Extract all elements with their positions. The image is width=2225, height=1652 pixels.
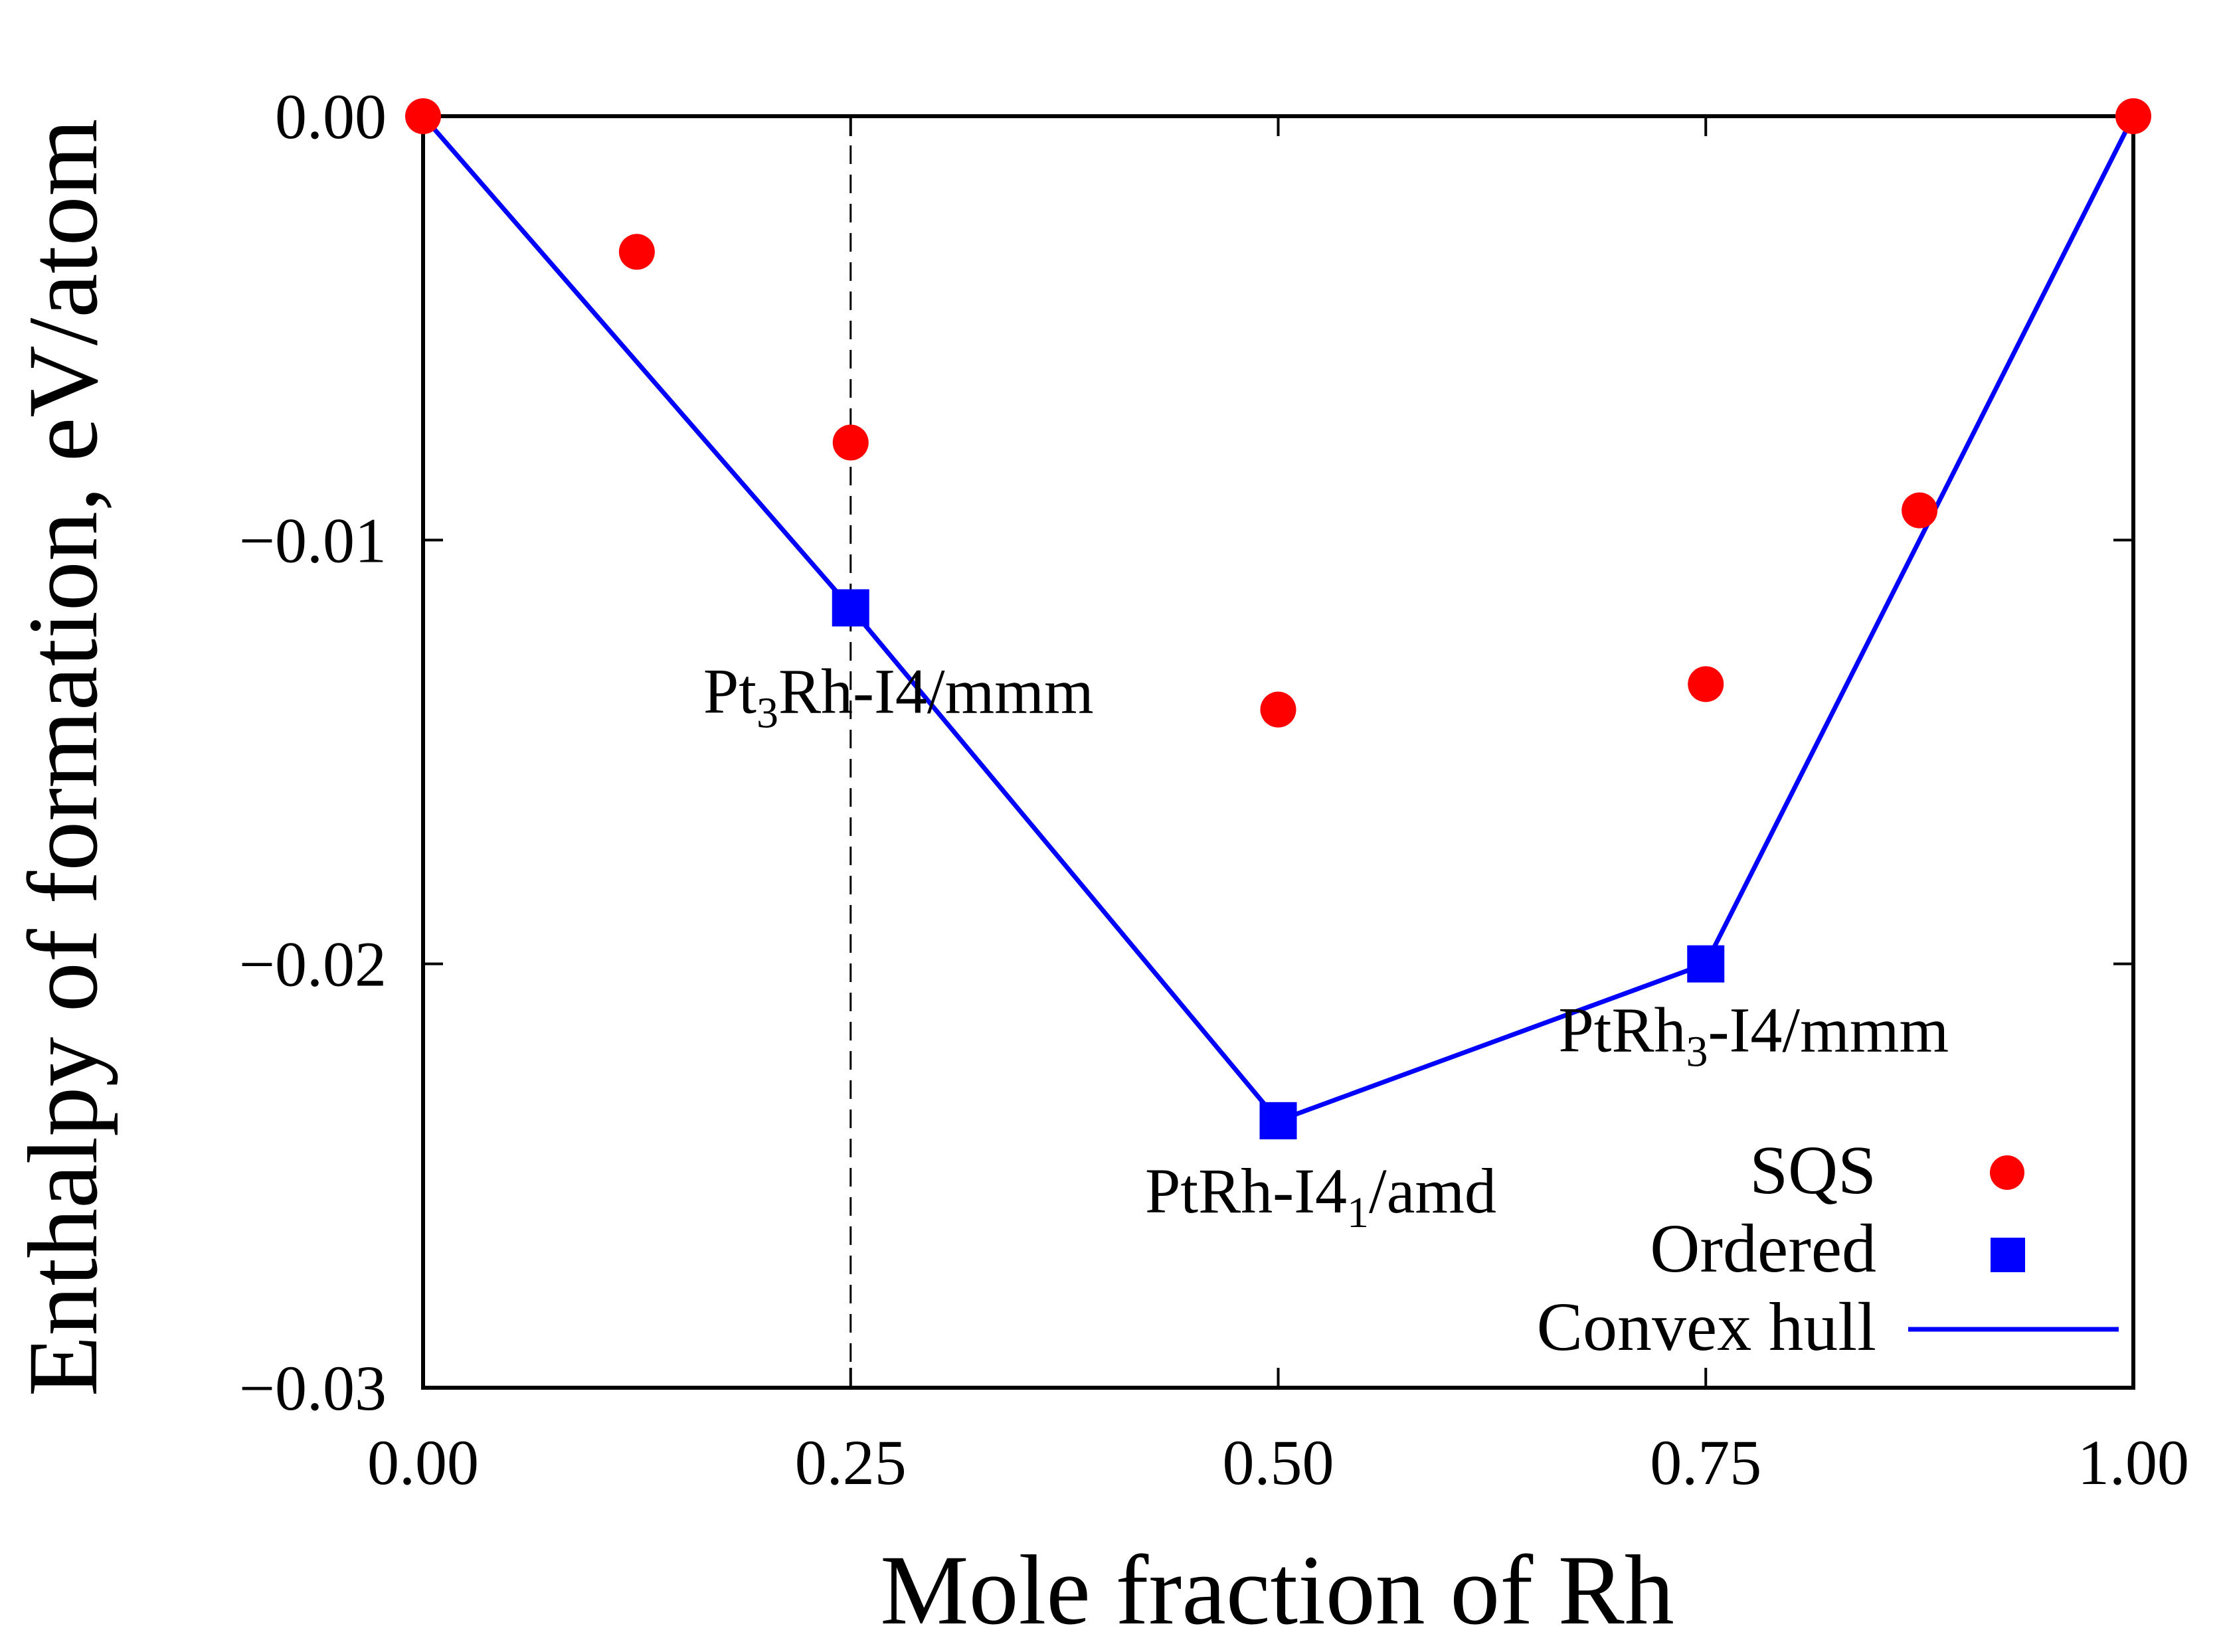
ordered-points [832, 589, 1725, 1139]
y-tick-label: 0.00 [275, 81, 387, 152]
x-tick-labels: 0.00 0.25 0.50 0.75 1.00 [367, 1427, 2189, 1498]
ordered-point [1259, 1102, 1297, 1139]
annotation-rest: -I4/mmm [1708, 995, 1949, 1066]
x-axis-title: Mole fraction of Rh [880, 1535, 1674, 1645]
annotations: Pt3Rh-I4/mmm PtRh3-I4/mmm PtRh-I41/amd [703, 655, 1949, 1236]
sqs-point [832, 424, 869, 461]
ordered-point [1687, 945, 1725, 983]
annotation-main: Pt [703, 655, 756, 726]
sqs-point [1688, 666, 1724, 702]
annotation-pt3rh: Pt3Rh-I4/mmm [703, 655, 1094, 737]
y-tick-label: −0.01 [239, 505, 387, 576]
x-tick-label: 1.00 [2078, 1427, 2189, 1498]
annotation-ptrh3: PtRh3-I4/mmm [1558, 995, 1949, 1076]
y-axis-title: Enthalpy of formation, eV/atom [8, 119, 118, 1397]
annotation-sub: 3 [756, 689, 778, 737]
legend-marker-ordered [1991, 1238, 2025, 1272]
sqs-point [618, 234, 655, 270]
x-tick-label: 0.25 [795, 1427, 907, 1498]
ordered-point [832, 589, 869, 627]
x-tick-label: 0.00 [367, 1427, 479, 1498]
sqs-point [1902, 492, 1938, 529]
y-tick-labels: 0.00 −0.01 −0.02 −0.03 [239, 81, 387, 1424]
legend-label-sqs: SQS [1749, 1132, 1876, 1208]
y-tick-label: −0.03 [239, 1353, 387, 1424]
sqs-points [405, 98, 2151, 728]
x-tick-label: 0.75 [1650, 1427, 1761, 1498]
annotation-sub: 3 [1686, 1028, 1708, 1076]
x-tick-label: 0.50 [1223, 1427, 1334, 1498]
annotation-ptrh: PtRh-I41/amd [1145, 1155, 1496, 1237]
annotation-rest: /amd [1369, 1155, 1496, 1226]
annotation-main: PtRh-I4 [1145, 1155, 1347, 1226]
legend: SQS Ordered Convex hull [1537, 1132, 2119, 1365]
legend-marker-sqs [1990, 1155, 2024, 1190]
legend-label-ordered: Ordered [1650, 1210, 1876, 1287]
sqs-point [1260, 691, 1296, 728]
legend-label-convex-hull: Convex hull [1537, 1289, 1876, 1365]
y-tick-label: −0.02 [239, 929, 387, 1000]
annotation-main: PtRh [1558, 995, 1686, 1066]
annotation-rest: Rh-I4/mmm [778, 655, 1094, 726]
plot-frame [421, 114, 2135, 1390]
sqs-point [2115, 98, 2151, 134]
sqs-point [405, 98, 441, 134]
annotation-sub: 1 [1347, 1189, 1369, 1237]
